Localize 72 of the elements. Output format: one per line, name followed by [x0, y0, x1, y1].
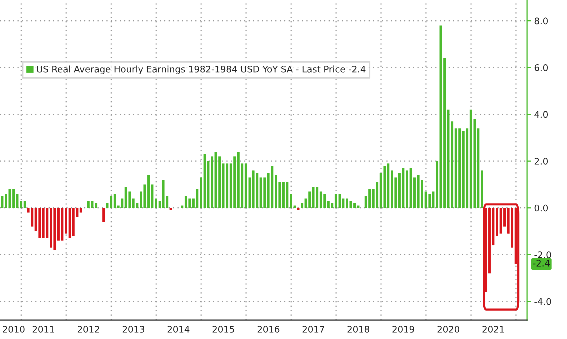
bar [42, 208, 45, 239]
bar [458, 128, 462, 208]
bar [350, 201, 352, 208]
bar [95, 203, 98, 208]
bar [124, 187, 128, 208]
bar [334, 194, 338, 208]
x-tick-label: 2010 [3, 326, 25, 333]
bar [252, 170, 255, 208]
y-tick-label: -4.0 [534, 298, 552, 306]
y-tick-label: 4.0 [534, 111, 548, 118]
y-tick-label: 0.0 [534, 204, 548, 212]
bar [54, 208, 56, 250]
bar [470, 110, 472, 208]
x-tick-label: 2017 [302, 326, 324, 333]
bar [368, 189, 372, 208]
bar [114, 194, 116, 208]
x-tick-label: 2012 [78, 326, 100, 333]
bar [188, 198, 192, 208]
x-tick-label: 2016 [258, 326, 280, 333]
x-tick-label: 2011 [32, 326, 54, 333]
y-tick-label: 2.0 [534, 158, 548, 165]
x-tick-label: 2013 [122, 326, 144, 333]
bar [417, 175, 420, 208]
bar [61, 208, 64, 241]
y-tick-label: 6.0 [534, 64, 548, 72]
bar [102, 208, 106, 222]
bar [38, 208, 42, 239]
bar [184, 196, 188, 208]
bar [301, 203, 304, 208]
bar [110, 196, 113, 208]
x-tick-label: 2021 [482, 326, 504, 333]
bar [8, 189, 12, 208]
bar [500, 208, 502, 234]
bar [226, 164, 229, 208]
bar [1, 196, 4, 208]
bar [387, 164, 390, 208]
bar [244, 164, 248, 208]
legend-label: US Real Average Hourly Earnings 1982-1984 USD YoY SA - Last Price -2.4 [37, 66, 366, 75]
bar [72, 208, 75, 236]
bar [282, 182, 285, 208]
bar [256, 173, 259, 208]
bar [324, 194, 326, 208]
bar [410, 168, 412, 208]
y-tick-label: 8.0 [534, 18, 548, 25]
bar [50, 208, 52, 248]
y-tick-label: -2.0 [534, 252, 552, 258]
x-tick-label: 2018 [348, 326, 370, 333]
bar [316, 187, 319, 208]
bar [204, 154, 206, 208]
x-tick-label: 2020 [438, 326, 460, 333]
x-tick-label: 2014 [168, 326, 190, 333]
bar [428, 194, 432, 208]
x-tick-label: 2019 [392, 326, 414, 333]
bar [237, 152, 240, 208]
bar [406, 170, 408, 208]
bar [87, 201, 90, 208]
bar [346, 198, 348, 208]
bar [68, 208, 72, 239]
bar [462, 130, 465, 208]
bar [12, 189, 16, 208]
bar [162, 180, 165, 208]
bar [354, 203, 356, 208]
bar [148, 175, 150, 208]
text: -2.4 [533, 260, 550, 267]
bar [271, 166, 274, 208]
bar [24, 201, 26, 208]
bar [312, 187, 315, 208]
x-tick-label: 2015 [212, 326, 234, 333]
bar [286, 182, 289, 208]
bar [514, 208, 518, 264]
bar [384, 166, 386, 208]
bar [402, 168, 405, 208]
